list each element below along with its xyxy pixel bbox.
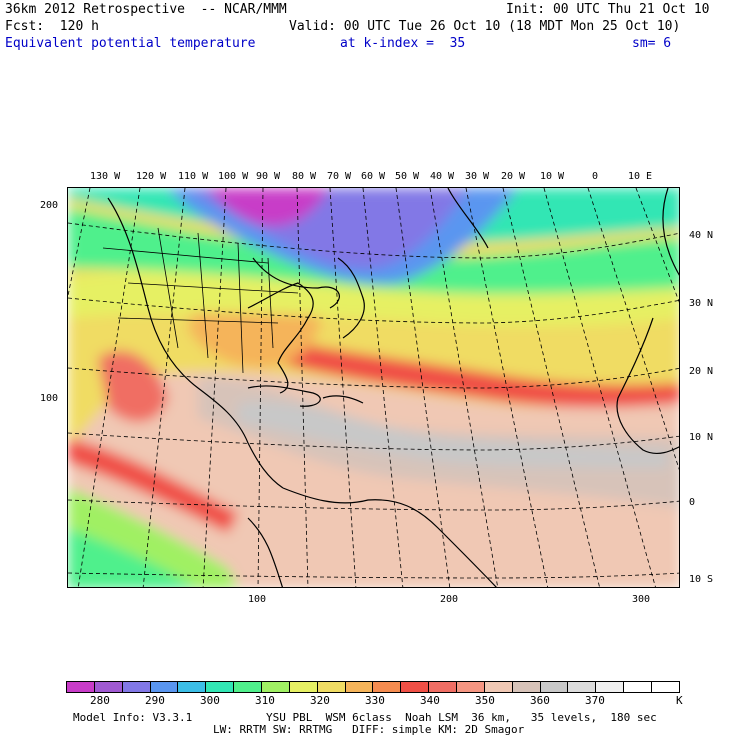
colorbar-swatch xyxy=(262,682,290,692)
theta-e-field xyxy=(68,188,679,587)
lat-label: 10 N xyxy=(689,432,714,443)
lat-label: 40 N xyxy=(689,230,714,241)
lon-label: 10 E xyxy=(628,171,653,182)
lon-label: 110 W xyxy=(178,171,209,182)
smoothing-info: sm= 6 xyxy=(632,36,672,51)
map-plot xyxy=(67,187,680,588)
colorbar-label: 310 xyxy=(255,694,275,707)
field-name: Equivalent potential temperature xyxy=(5,36,256,51)
colorbar-swatch xyxy=(596,682,625,692)
lat-label: 0 xyxy=(689,497,696,508)
colorbar-label: 330 xyxy=(365,694,385,707)
grid-x-label: 100 xyxy=(248,594,267,605)
colorbar-swatch xyxy=(401,682,430,692)
colorbar-swatch xyxy=(457,682,485,692)
lat-label: 10 S xyxy=(689,574,714,585)
model-diffusion: LW: RRTM SW: RRTMG DIFF: simple KM: 2D S… xyxy=(213,723,525,736)
grid-x-label: 200 xyxy=(440,594,459,605)
lat-label: 20 N xyxy=(689,366,714,377)
grid-x-label: 300 xyxy=(632,594,651,605)
colorbar-label: 340 xyxy=(420,694,440,707)
lon-label: 10 W xyxy=(540,171,565,182)
lon-label: 130 W xyxy=(90,171,121,182)
level-info: at k-index = 35 xyxy=(340,36,466,51)
valid-time: Valid: 00 UTC Tue 26 Oct 10 (18 MDT Mon … xyxy=(289,19,681,34)
lon-label: 100 W xyxy=(218,171,249,182)
colorbar-swatch xyxy=(178,682,207,692)
colorbar-label: 360 xyxy=(530,694,550,707)
graticule xyxy=(68,188,679,587)
colorbar-swatch xyxy=(484,682,513,692)
grid-y-label: 100 xyxy=(40,393,59,404)
lon-label: 40 W xyxy=(430,171,455,182)
colorbar xyxy=(66,681,680,693)
model-physics: YSU PBL WSM 6class Noah LSM 36 km, 35 le… xyxy=(266,711,657,724)
lon-label: 30 W xyxy=(465,171,490,182)
colorbar-label: 290 xyxy=(145,694,165,707)
lon-label: 50 W xyxy=(395,171,420,182)
colorbar-swatch xyxy=(652,682,679,692)
political-borders xyxy=(102,227,299,374)
colorbar-swatch xyxy=(150,682,179,692)
colorbar-swatch xyxy=(568,682,597,692)
colorbar-swatch xyxy=(345,682,374,692)
lon-label: 80 W xyxy=(292,171,317,182)
colorbar-unit: K xyxy=(676,694,683,707)
lon-label: 90 W xyxy=(256,171,281,182)
forecast-hour: Fcst: 120 h xyxy=(5,19,99,34)
colorbar-swatch xyxy=(289,682,318,692)
lon-label: 20 W xyxy=(501,171,526,182)
colorbar-swatch xyxy=(624,682,653,692)
lon-label: 70 W xyxy=(327,171,352,182)
colorbar-label: 350 xyxy=(475,694,495,707)
colorbar-swatch xyxy=(122,682,151,692)
colorbar-swatch xyxy=(429,682,458,692)
colorbar-swatch xyxy=(94,682,123,692)
lon-label: 0 xyxy=(592,171,599,182)
lat-label: 30 N xyxy=(689,298,714,309)
colorbar-swatch xyxy=(540,682,569,692)
colorbar-label: 300 xyxy=(200,694,220,707)
colorbar-label: 320 xyxy=(310,694,330,707)
grid-y-label: 200 xyxy=(40,200,59,211)
colorbar-label: 280 xyxy=(90,694,110,707)
lon-label: 60 W xyxy=(361,171,386,182)
init-time: Init: 00 UTC Thu 21 Oct 10 xyxy=(506,2,710,17)
product-title: 36km 2012 Retrospective -- NCAR/MMM xyxy=(5,2,287,17)
colorbar-swatch xyxy=(206,682,235,692)
model-info: Model Info: V3.3.1 xyxy=(73,711,193,724)
lon-label: 120 W xyxy=(136,171,167,182)
colorbar-swatch xyxy=(234,682,263,692)
colorbar-swatch xyxy=(512,682,541,692)
colorbar-swatch xyxy=(67,682,95,692)
coastlines xyxy=(107,188,679,587)
colorbar-swatch xyxy=(373,682,402,692)
colorbar-label: 370 xyxy=(585,694,605,707)
colorbar-swatch xyxy=(317,682,346,692)
